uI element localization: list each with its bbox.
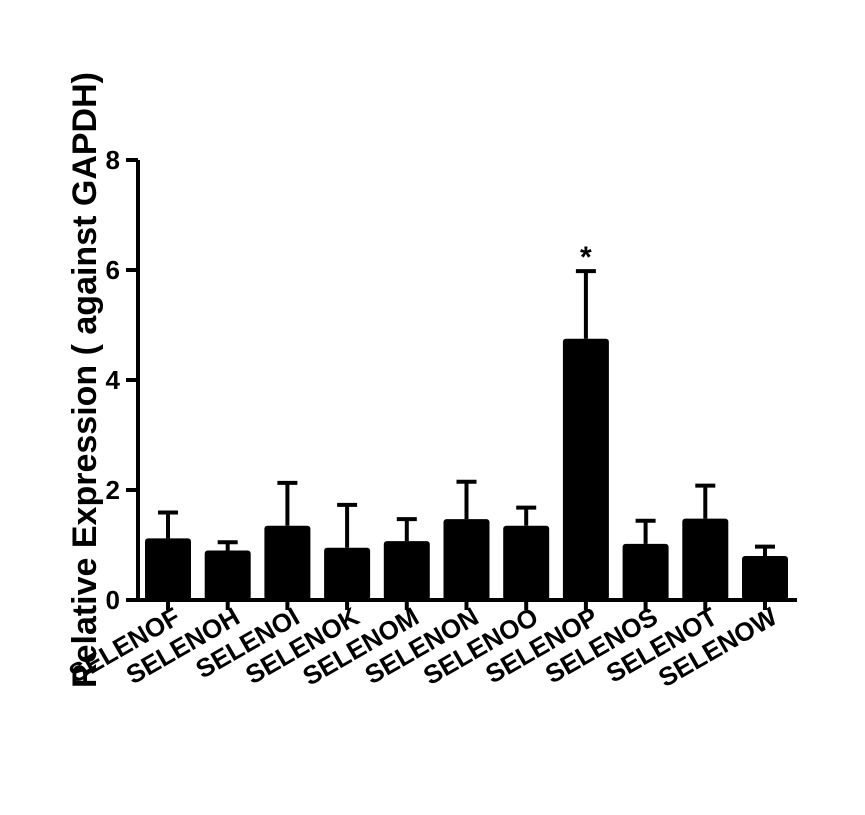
bar-selenop — [562, 338, 609, 600]
annotations: * — [580, 241, 592, 274]
y-tick-label: 4 — [106, 365, 121, 395]
bar-selenot — [682, 518, 729, 600]
y-ticks: 0 2 4 6 8 — [106, 145, 138, 615]
error-bars — [158, 269, 775, 556]
significance-marker: * — [580, 241, 592, 274]
y-tick-label: 0 — [106, 585, 120, 615]
bars — [145, 338, 788, 600]
bar-selenom — [383, 541, 430, 600]
bar-selenos — [622, 543, 669, 600]
y-tick-label: 2 — [106, 475, 120, 505]
bar-selenow — [742, 556, 788, 600]
bar-selenok — [324, 547, 371, 600]
bar-selenoi — [264, 525, 311, 600]
bar-selenoh — [204, 550, 251, 600]
y-tick-label: 6 — [106, 255, 120, 285]
y-tick-label: 8 — [106, 145, 120, 175]
y-axis-title: Relative Expression ( against GAPDH) — [66, 72, 104, 688]
x-ticks: SELENOFSELENOHSELENOISELENOKSELENOMSELEN… — [64, 600, 782, 693]
bar-selenof — [145, 538, 191, 600]
bar-selenoo — [503, 525, 550, 600]
bar-selenon — [443, 519, 490, 600]
